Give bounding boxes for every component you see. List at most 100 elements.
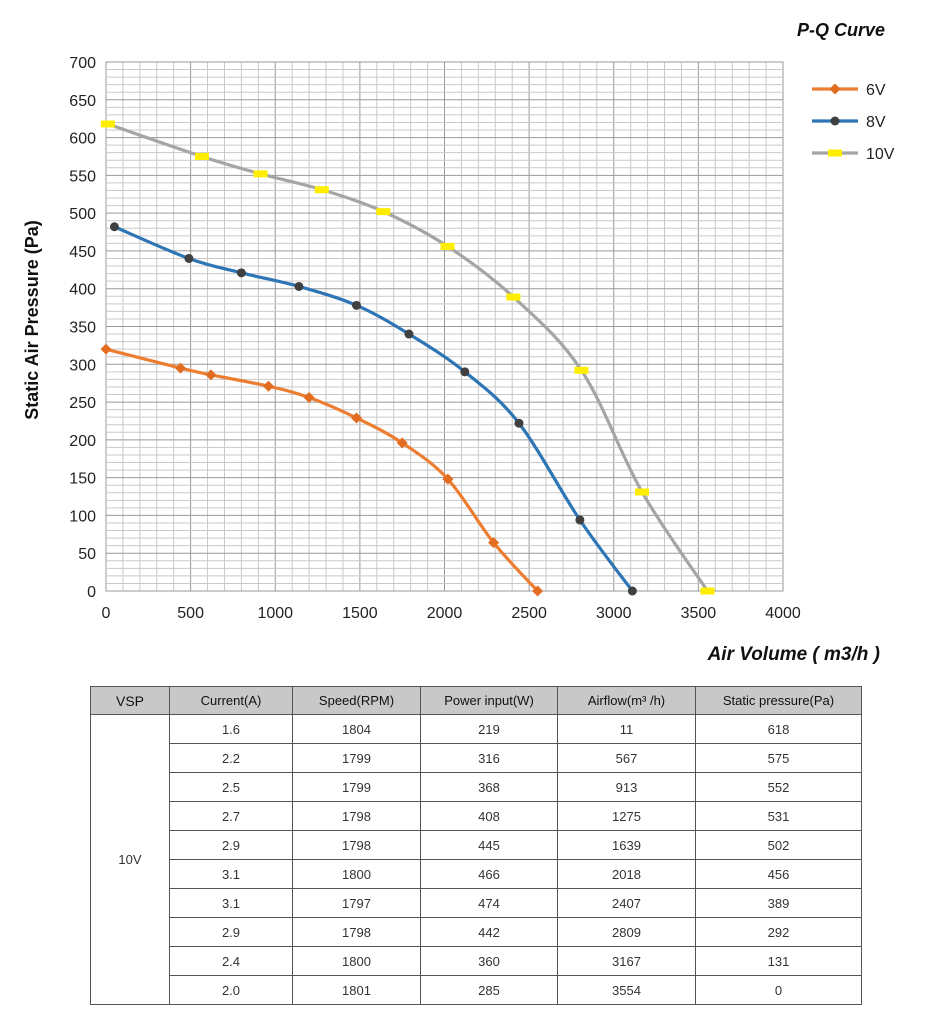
y-tick-label: 300	[69, 357, 96, 374]
y-tick-label: 600	[69, 131, 96, 148]
y-tick-label: 150	[69, 471, 96, 488]
static-pressure-cell: 575	[695, 743, 862, 773]
table-row: 2.9 1798 442 2809 292	[91, 917, 862, 947]
x-tick-label: 1000	[257, 605, 293, 622]
current-cell: 2.2	[169, 743, 293, 773]
airflow-cell: 1275	[557, 801, 696, 831]
speed-cell: 1797	[292, 888, 421, 918]
table-row: 2.7 1798 408 1275 531	[91, 801, 862, 831]
series-8v	[109, 222, 637, 596]
header-current: Current(A)	[169, 686, 293, 715]
data-point-6v	[303, 392, 315, 404]
static-pressure-cell: 531	[695, 801, 862, 831]
data-point-8v	[109, 222, 119, 232]
data-point-8v	[514, 418, 524, 428]
airflow-cell: 2407	[557, 888, 696, 918]
legend-item-8v: 8V	[812, 114, 886, 131]
legend-item-6v: 6V	[812, 82, 886, 99]
data-point-6v	[174, 362, 186, 374]
chart-ticks: 0 500 1000 1500 2000 2500 3000 3500 4000 0 50 100 15…	[69, 55, 801, 622]
current-cell: 1.6	[169, 714, 293, 744]
series-10v	[100, 120, 715, 595]
speed-cell: 1799	[292, 772, 421, 802]
y-tick-label: 500	[69, 206, 96, 223]
speed-cell: 1798	[292, 830, 421, 860]
speed-cell: 1799	[292, 743, 421, 773]
x-tick-label: 3000	[596, 605, 632, 622]
series-line-6v	[105, 347, 539, 593]
data-point-6v	[488, 537, 500, 549]
y-tick-label: 450	[69, 244, 96, 261]
static-pressure-cell: 456	[695, 859, 862, 889]
x-tick-label: 1500	[342, 605, 378, 622]
speed-cell: 1800	[292, 859, 421, 889]
current-cell: 3.1	[169, 859, 293, 889]
airflow-cell: 11	[557, 714, 696, 744]
x-tick-label: 0	[102, 605, 111, 622]
y-axis-title: Static Air Pressure (Pa)	[22, 220, 42, 419]
table-row: 2.2 1799 316 567 575	[91, 743, 862, 773]
current-cell: 2.7	[169, 801, 293, 831]
data-point-10v	[194, 152, 209, 160]
current-cell: 3.1	[169, 888, 293, 918]
legend-marker-10v	[828, 149, 842, 157]
static-pressure-cell: 292	[695, 917, 862, 947]
chart-series	[100, 120, 715, 597]
header-airflow: Airflow(m³ /h)	[557, 686, 696, 715]
header-speed: Speed(RPM)	[292, 686, 421, 715]
airflow-cell: 3554	[557, 975, 696, 1005]
current-cell: 2.9	[169, 830, 293, 860]
y-tick-label: 700	[69, 55, 96, 72]
y-tick-label: 350	[69, 320, 96, 337]
table-row: 3.1 1800 466 2018 456	[91, 859, 862, 889]
power-cell: 442	[420, 917, 558, 947]
power-cell: 316	[420, 743, 558, 773]
y-tick-label: 550	[69, 168, 96, 185]
data-point-6v	[532, 585, 544, 597]
power-cell: 474	[420, 888, 558, 918]
power-cell: 360	[420, 946, 558, 976]
legend-marker-8v	[830, 116, 840, 126]
airflow-cell: 2809	[557, 917, 696, 947]
x-tick-label: 2000	[427, 605, 463, 622]
y-tick-label: 100	[69, 508, 96, 525]
data-point-8v	[404, 329, 414, 339]
series-6v	[100, 343, 544, 597]
power-cell: 408	[420, 801, 558, 831]
data-point-8v	[294, 281, 304, 291]
speed-cell: 1800	[292, 946, 421, 976]
data-point-10v	[376, 208, 391, 216]
legend-item-10v: 10V	[812, 146, 895, 163]
current-cell: 2.0	[169, 975, 293, 1005]
legend-label-8v: 8V	[866, 114, 886, 131]
data-point-10v	[253, 170, 268, 178]
y-tick-label: 650	[69, 93, 96, 110]
data-point-10v	[635, 488, 650, 496]
static-pressure-cell: 131	[695, 946, 862, 976]
static-pressure-cell: 552	[695, 772, 862, 802]
data-point-8v	[627, 586, 637, 596]
data-point-6v	[205, 369, 217, 381]
current-cell: 2.5	[169, 772, 293, 802]
airflow-cell: 567	[557, 743, 696, 773]
speed-cell: 1798	[292, 917, 421, 947]
static-pressure-cell: 618	[695, 714, 862, 744]
chart-grid	[105, 61, 784, 592]
pq-chart: 0 500 1000 1500 2000 2500 3000 3500 4000 0 50 100 15…	[22, 20, 895, 665]
data-point-10v	[700, 587, 715, 595]
table-row: 2.4 1800 360 3167 131	[91, 946, 862, 976]
speed-cell: 1801	[292, 975, 421, 1005]
data-point-6v	[350, 412, 362, 424]
data-point-8v	[184, 253, 194, 263]
y-tick-label: 250	[69, 395, 96, 412]
spec-table: VSP Current(A) Speed(RPM) Power input(W)…	[90, 686, 862, 1005]
data-point-10v	[440, 242, 455, 250]
y-tick-label: 0	[87, 584, 96, 601]
table-header-row: VSP Current(A) Speed(RPM) Power input(W)…	[90, 686, 862, 715]
header-static-pressure: Static pressure(Pa)	[695, 686, 862, 715]
chart-title: P-Q Curve	[797, 20, 885, 40]
x-axis-title: Air Volume ( m3/h )	[707, 644, 880, 665]
static-pressure-cell: 502	[695, 830, 862, 860]
data-point-6v	[442, 473, 454, 485]
airflow-cell: 913	[557, 772, 696, 802]
